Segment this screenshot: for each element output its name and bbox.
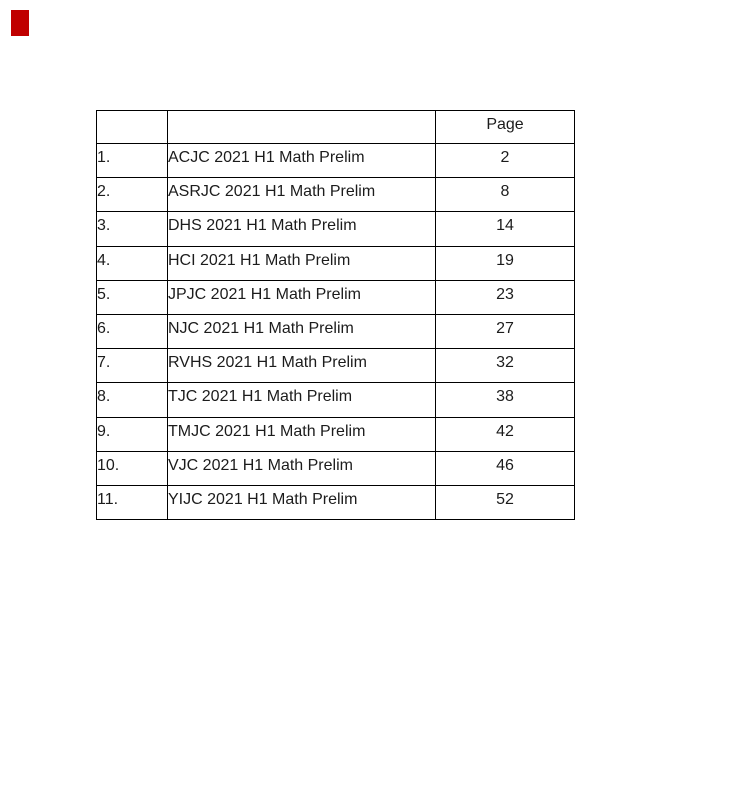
toc-row-index: 6. [96,313,168,350]
toc-row-index: 10. [96,450,168,486]
toc-row-title: JPJC 2021 H1 Math Prelim [167,279,436,315]
toc-row-page: 14 [435,211,575,247]
toc-row-page: 2 [435,142,575,179]
toc-row-index: 8. [96,382,168,418]
toc-row-title: HCI 2021 H1 Math Prelim [167,245,436,281]
toc-row-title: RVHS 2021 H1 Math Prelim [167,348,436,384]
toc-row-page: 42 [435,416,575,452]
toc-row-page: 27 [435,313,575,350]
toc-row-index: 3. [96,211,168,247]
toc-row: 3. DHS 2021 H1 Math Prelim 14 [96,211,575,247]
toc-row: 10. VJC 2021 H1 Math Prelim 46 [96,450,575,486]
toc-row-index: 5. [96,279,168,315]
toc-header-row: Page [96,110,575,144]
toc-row: 4. HCI 2021 H1 Math Prelim 19 [96,245,575,281]
toc-row-page: 52 [435,484,575,521]
toc-row-page: 46 [435,450,575,486]
toc-row-index: 7. [96,348,168,384]
toc-row-index: 4. [96,245,168,281]
toc-table: Page 1. ACJC 2021 H1 Math Prelim 2 2. AS… [96,110,575,521]
toc-row-page: 23 [435,279,575,315]
toc-row-index: 1. [96,142,168,179]
toc-row-title: TMJC 2021 H1 Math Prelim [167,416,436,452]
toc-row-title: TJC 2021 H1 Math Prelim [167,382,436,418]
header-cell-title [167,110,436,144]
header-cell-page: Page [435,110,575,144]
toc-row: 9. TMJC 2021 H1 Math Prelim 42 [96,416,575,452]
toc-row-title: VJC 2021 H1 Math Prelim [167,450,436,486]
toc-row-index: 9. [96,416,168,452]
red-square-marker [11,10,29,36]
toc-row: 1. ACJC 2021 H1 Math Prelim 2 [96,142,575,179]
toc-row-page: 32 [435,348,575,384]
toc-row-index: 2. [96,177,168,213]
toc-row-title: ACJC 2021 H1 Math Prelim [167,142,436,179]
toc-row: 8. TJC 2021 H1 Math Prelim 38 [96,382,575,418]
toc-row-page: 38 [435,382,575,418]
toc-row: 11. YIJC 2021 H1 Math Prelim 52 [96,484,575,521]
toc-row-title: DHS 2021 H1 Math Prelim [167,211,436,247]
toc-row-title: NJC 2021 H1 Math Prelim [167,313,436,350]
toc-row-page: 19 [435,245,575,281]
toc-row-title: ASRJC 2021 H1 Math Prelim [167,177,436,213]
toc-table-body: 1. ACJC 2021 H1 Math Prelim 2 2. ASRJC 2… [96,142,575,521]
toc-row: 2. ASRJC 2021 H1 Math Prelim 8 [96,177,575,213]
toc-row: 6. NJC 2021 H1 Math Prelim 27 [96,313,575,350]
toc-row-page: 8 [435,177,575,213]
toc-row-title: YIJC 2021 H1 Math Prelim [167,484,436,521]
toc-row-index: 11. [96,484,168,521]
toc-row: 7. RVHS 2021 H1 Math Prelim 32 [96,348,575,384]
header-cell-index [96,110,168,144]
toc-row: 5. JPJC 2021 H1 Math Prelim 23 [96,279,575,315]
